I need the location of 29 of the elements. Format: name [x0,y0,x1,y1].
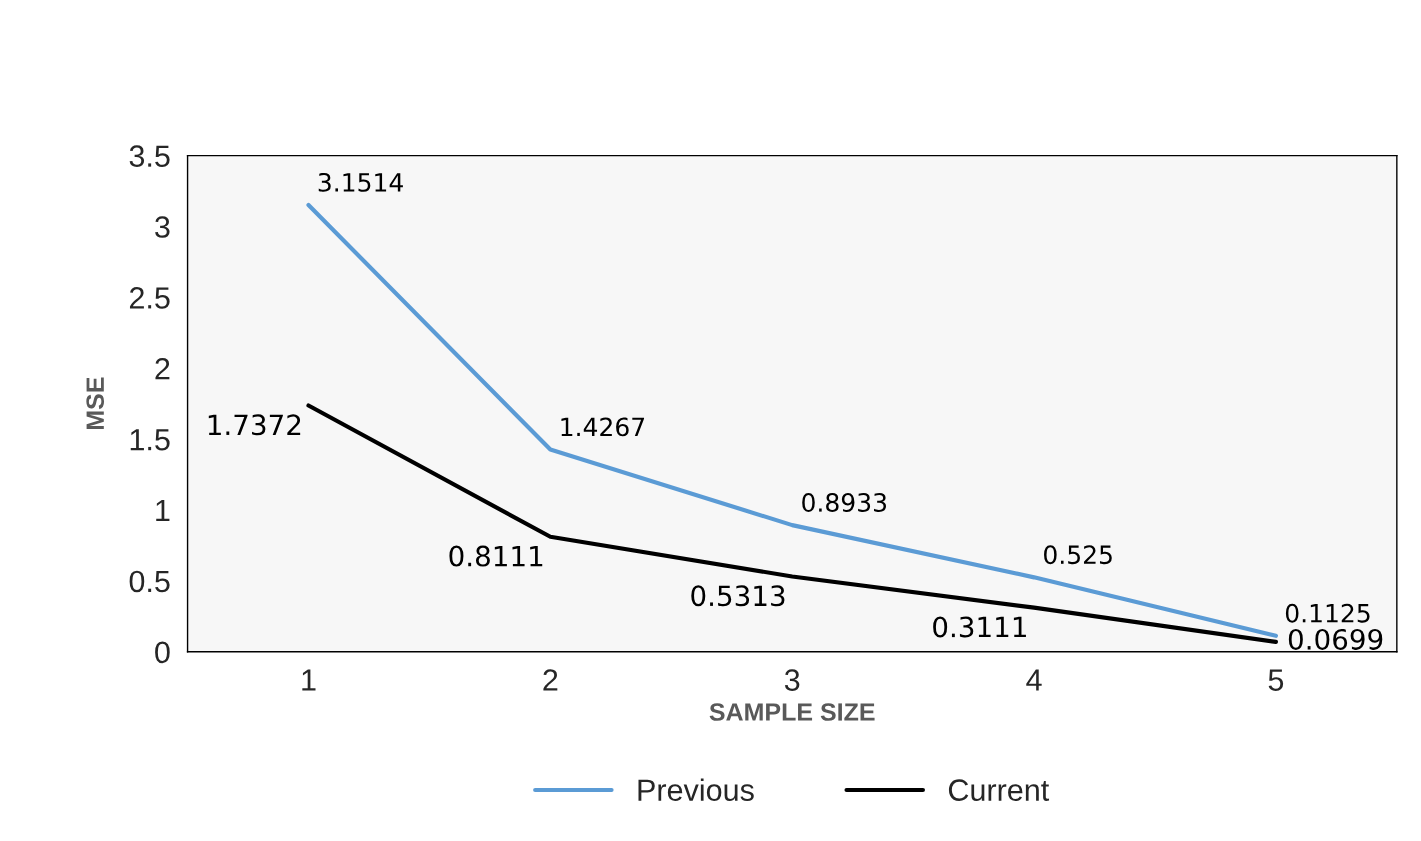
x-axis-title: SAMPLE SIZE [709,703,875,721]
y-tick-label: 1 [156,500,170,522]
data-label: 3.1514 [318,172,403,192]
x-tick-label: 4 [1026,669,1042,691]
y-tick-label: 3.5 [129,145,170,167]
data-label: 0.5313 [691,585,785,607]
data-label: 0.0699 [1288,628,1383,650]
y-axis-title: MSE [86,377,105,430]
line-series [306,403,1279,644]
data-label: 0.8111 [449,545,543,567]
data-label: 0.1125 [1285,603,1370,623]
x-tick-label: 3 [784,669,800,691]
y-tick-label: 0 [155,641,170,664]
data-label: 1.7372 [208,414,301,436]
legend-label: Current [948,779,1050,801]
x-tick-label: 2 [543,669,558,691]
y-tick-label: 0.5 [129,570,170,593]
data-label: 0.3111 [933,616,1026,638]
data-label: 0.8933 [802,493,887,512]
y-tick-label: 2 [155,357,170,380]
x-tick-label: 1 [302,669,316,691]
data-label: 0.525 [1044,545,1112,565]
data-label: 1.4267 [561,417,645,437]
x-tick-label: 5 [1268,669,1284,691]
line-series [306,202,1279,638]
y-tick-label: 2.5 [129,287,170,309]
legend-label: Previous [638,778,754,801]
y-tick-label: 3 [155,216,170,238]
y-tick-label: 1.5 [130,429,170,451]
